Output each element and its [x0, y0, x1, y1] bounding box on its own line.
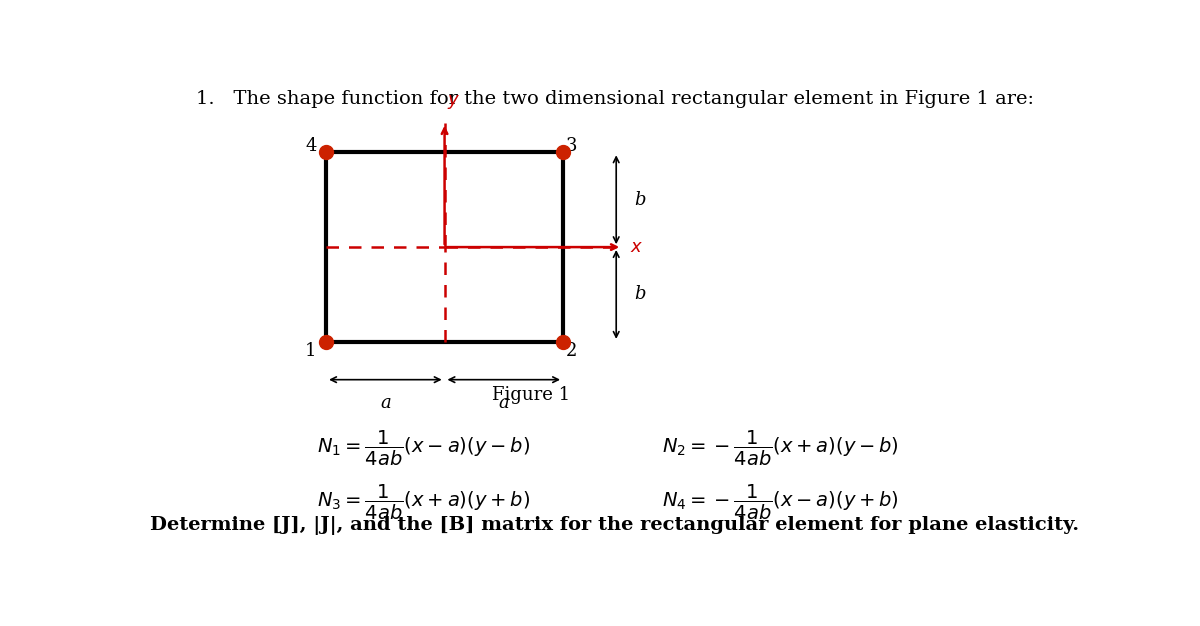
Text: $N_2 = -\dfrac{1}{4ab}(x+a)(y-b)$: $N_2 = -\dfrac{1}{4ab}(x+a)(y-b)$ — [661, 429, 899, 468]
Text: Determine [J], |J|, and the [B] matrix for the rectangular element for plane ela: Determine [J], |J|, and the [B] matrix f… — [150, 516, 1080, 535]
Text: $x$: $x$ — [630, 238, 643, 256]
Text: $y$: $y$ — [446, 93, 461, 111]
Text: 1: 1 — [305, 342, 317, 361]
Text: a: a — [380, 394, 391, 412]
Text: b: b — [634, 285, 646, 304]
Text: $N_3 = \dfrac{1}{4ab}(x+a)(y+b)$: $N_3 = \dfrac{1}{4ab}(x+a)(y+b)$ — [317, 483, 530, 521]
Text: 3: 3 — [565, 138, 577, 155]
Text: $N_4 = -\dfrac{1}{4ab}(x-a)(y+b)$: $N_4 = -\dfrac{1}{4ab}(x-a)(y+b)$ — [661, 483, 899, 521]
Text: a: a — [498, 394, 509, 412]
Text: b: b — [634, 191, 646, 208]
Text: Figure 1: Figure 1 — [492, 386, 570, 404]
Text: 4: 4 — [305, 138, 317, 155]
Text: 2: 2 — [565, 342, 577, 361]
Text: $N_1 = \dfrac{1}{4ab}(x-a)(y-b)$: $N_1 = \dfrac{1}{4ab}(x-a)(y-b)$ — [317, 429, 530, 468]
Text: 1.   The shape function for the two dimensional rectangular element in Figure 1 : 1. The shape function for the two dimens… — [197, 90, 1034, 108]
